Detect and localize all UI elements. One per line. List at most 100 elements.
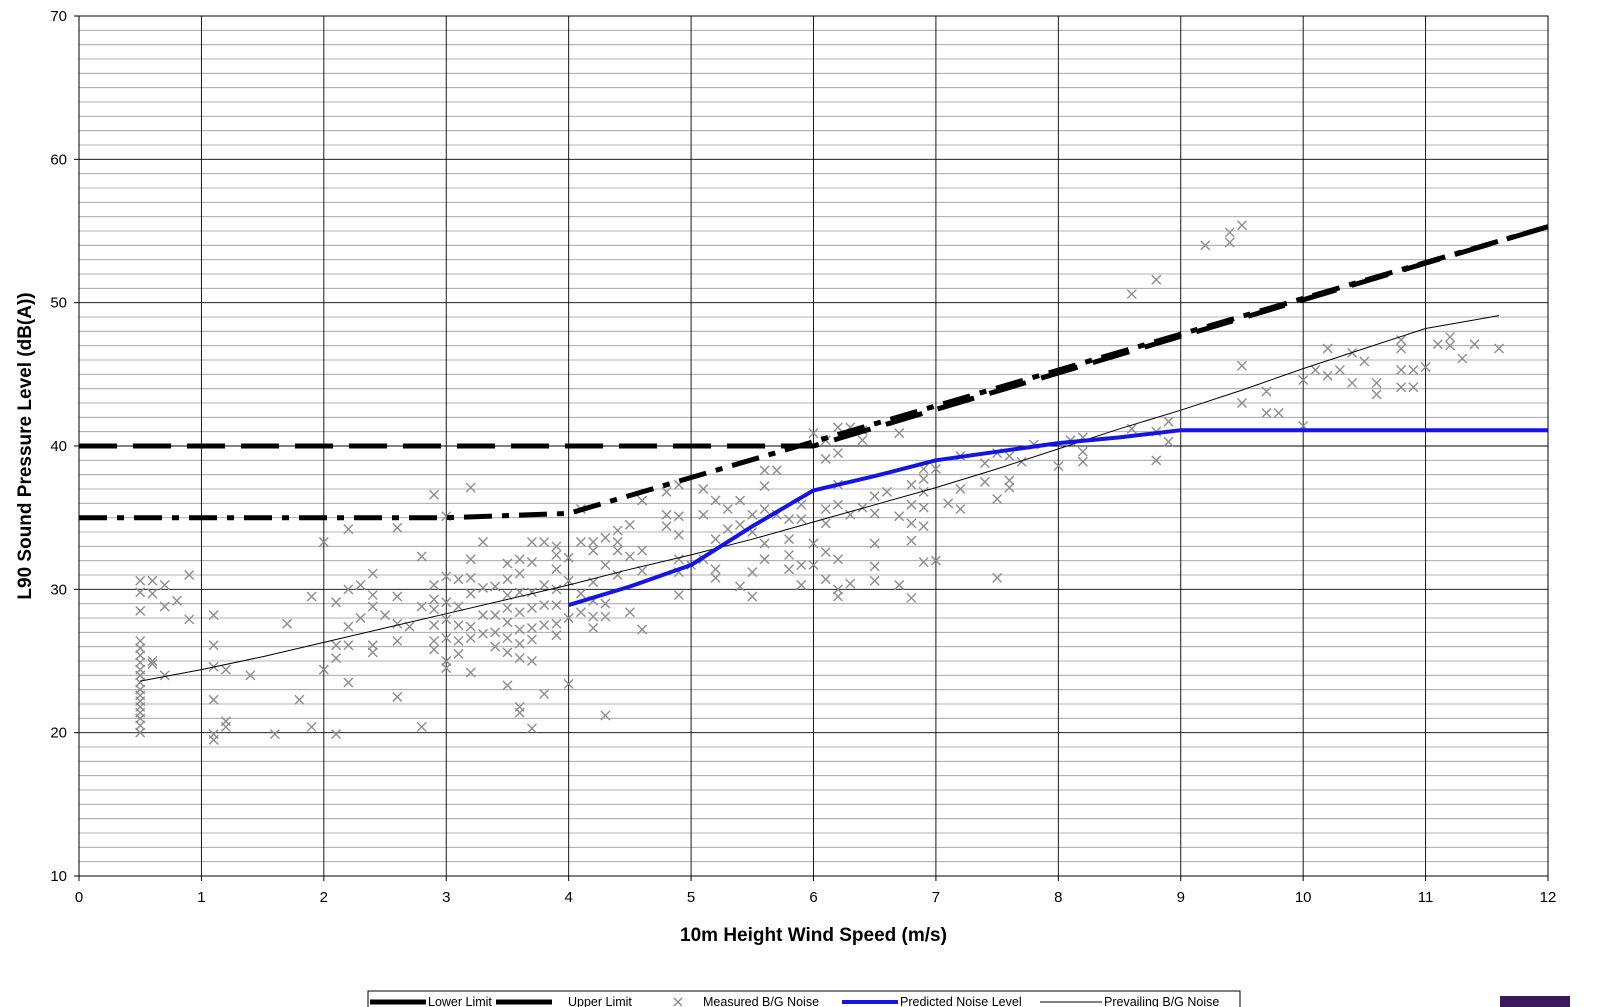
data-point	[1457, 353, 1468, 364]
data-point	[796, 580, 807, 591]
legend-item-prevailing-b-g-noise: Prevailing B/G Noise	[1040, 995, 1219, 1007]
data-point	[832, 591, 843, 602]
data-point	[832, 584, 843, 595]
data-point	[208, 694, 219, 705]
data-point	[1432, 339, 1443, 350]
data-point	[1322, 370, 1333, 381]
series-line	[140, 315, 1500, 682]
data-point	[747, 567, 758, 578]
data-point	[416, 551, 427, 562]
data-point	[759, 538, 770, 549]
data-point	[894, 580, 905, 591]
data-point	[551, 584, 562, 595]
data-point	[429, 580, 440, 591]
data-point	[441, 633, 452, 644]
data-point	[245, 670, 256, 681]
data-point	[698, 509, 709, 520]
data-point	[331, 653, 342, 664]
legend-item-predicted-noise-level: Predicted Noise Level	[842, 995, 1022, 1007]
data-point	[343, 621, 354, 632]
data-point	[514, 638, 525, 649]
data-point	[1077, 456, 1088, 467]
data-point	[147, 658, 158, 669]
data-point	[502, 647, 513, 658]
data-point	[208, 729, 219, 740]
data-point	[796, 499, 807, 510]
data-point	[869, 491, 880, 502]
data-point	[551, 618, 562, 629]
series-line	[79, 224, 1549, 521]
y-tick-label: 40	[50, 438, 67, 455]
data-point	[575, 537, 586, 548]
data-point	[551, 549, 562, 560]
data-point	[1224, 237, 1235, 248]
y-tick-label: 30	[50, 581, 67, 598]
data-point	[159, 601, 170, 612]
data-point	[551, 564, 562, 575]
series-lower-limit	[79, 224, 1549, 521]
data-point	[588, 545, 599, 556]
data-point	[992, 572, 1003, 583]
x-tick-label: 4	[564, 889, 572, 906]
data-point	[918, 521, 929, 532]
data-point	[784, 514, 795, 525]
corner-logo-fragment	[1500, 996, 1570, 1007]
data-point	[477, 537, 488, 548]
data-point	[894, 511, 905, 522]
data-point	[906, 518, 917, 529]
data-point	[808, 538, 819, 549]
data-point	[514, 607, 525, 618]
data-point	[906, 479, 917, 490]
data-point	[1151, 274, 1162, 285]
data-point	[673, 511, 684, 522]
legend-swatch	[673, 997, 683, 1007]
data-point	[832, 554, 843, 565]
x-tick-label: 10	[1295, 889, 1312, 906]
legend-label: Prevailing B/G Noise	[1104, 995, 1219, 1007]
data-point	[845, 578, 856, 589]
data-point	[1445, 332, 1456, 343]
data-point	[159, 670, 170, 681]
data-point	[526, 623, 537, 634]
data-point	[612, 545, 623, 556]
data-point	[869, 575, 880, 586]
data-point	[673, 529, 684, 540]
data-point	[1298, 375, 1309, 386]
data-point	[135, 587, 146, 598]
data-point	[637, 624, 648, 635]
data-point	[135, 727, 146, 738]
data-point	[673, 590, 684, 601]
data-point	[612, 537, 623, 548]
data-point	[808, 559, 819, 570]
data-point	[490, 610, 501, 621]
data-point	[539, 600, 550, 611]
data-point	[184, 570, 195, 580]
data-point	[759, 465, 770, 476]
data-point	[1004, 482, 1015, 493]
data-point	[832, 422, 843, 433]
data-point	[747, 509, 758, 520]
data-point	[906, 535, 917, 546]
data-point	[992, 494, 1003, 505]
data-point	[869, 561, 880, 572]
data-point	[1261, 386, 1272, 397]
y-axis-ticks: 10 20 30 40 50 60 70	[50, 8, 79, 885]
legend-item-upper-limit: Upper Limit	[496, 995, 632, 1007]
data-point	[159, 580, 170, 591]
data-point	[343, 640, 354, 651]
legend-label: Predicted Noise Level	[900, 995, 1022, 1007]
data-point	[465, 633, 476, 644]
data-point	[735, 495, 746, 506]
data-point	[1334, 365, 1345, 376]
data-point	[453, 574, 464, 585]
data-point	[294, 694, 305, 705]
y-tick-label: 20	[50, 725, 67, 742]
x-tick-label: 3	[442, 889, 450, 906]
data-point	[1163, 436, 1174, 447]
data-point	[979, 458, 990, 469]
data-point	[282, 618, 293, 629]
data-point	[1371, 377, 1382, 388]
y-tick-label: 70	[50, 8, 67, 25]
data-point	[465, 554, 476, 565]
